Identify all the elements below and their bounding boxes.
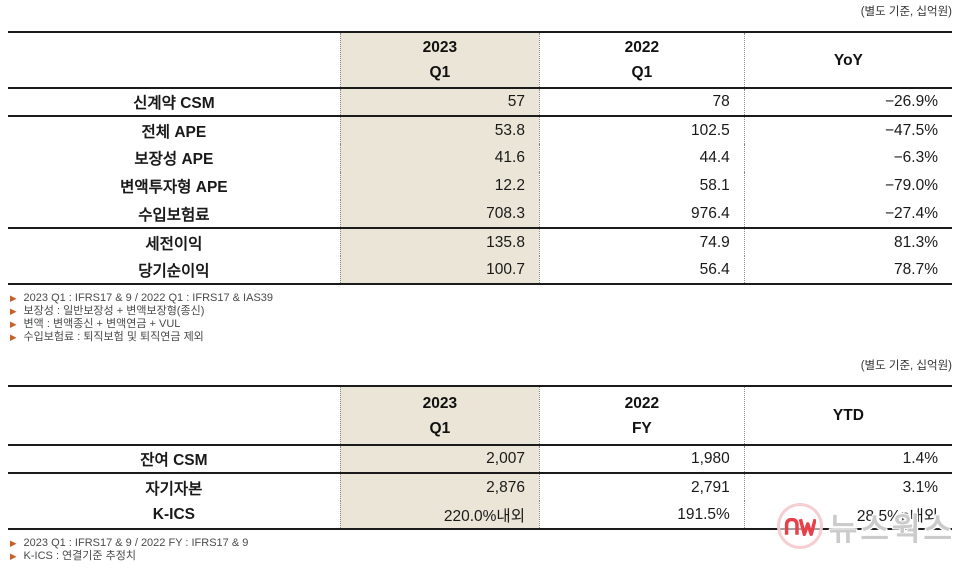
table1-footnotes: ▶ 2023 Q1 : IFRS17 & 9 / 2022 Q1 : IFRS1… [10, 292, 952, 344]
table1-header-blank [8, 32, 341, 89]
footnote-text: K-ICS : 연결기준 추정치 [23, 550, 136, 562]
footnote-bullet-icon: ▶ [10, 306, 17, 316]
footnote-text: 2023 Q1 : IFRS17 & 9 / 2022 Q1 : IFRS17 … [23, 292, 274, 304]
footnote-line: ▶ 2023 Q1 : IFRS17 & 9 / 2022 Q1 : IFRS1… [10, 292, 952, 305]
table-row: 보장성 APE 41.6 44.4 −6.3% [8, 144, 952, 172]
footnote-text: 보장성 : 일반보장성 + 변액보장형(종신) [23, 305, 205, 317]
footnote-bullet-icon: ▶ [10, 293, 17, 303]
footnote-text: 수입보험료 : 퇴직보험 및 퇴직연금 제외 [23, 331, 204, 343]
footnote-bullet-icon: ▶ [10, 538, 17, 548]
table1-unit-note: (별도 기준, 십억원) [860, 6, 952, 18]
table-row: 변액투자형 APE 12.2 58.1 −79.0% [8, 172, 952, 200]
table1-header-2022q1: 2022 Q1 [538, 32, 745, 89]
capital-table: 2023 Q1 2022 FY YTD 잔여 CSM 2,007 [8, 385, 952, 530]
table2-header-2023q1: 2023 Q1 [339, 386, 540, 446]
footnote-line: ▶ 2023 Q1 : IFRS17 & 9 / 2022 FY : IFRS1… [10, 537, 952, 550]
table2-header-2022fy: 2022 FY [538, 386, 745, 446]
table1-header-yoy: YoY [743, 32, 952, 89]
table-row: K-ICS 220.0%내외 191.5% 28.5%p내외 [8, 501, 952, 529]
table1-header-row: 2023 Q1 2022 Q1 YoY [8, 32, 952, 89]
table2-header-ytd: YTD [743, 386, 952, 446]
footnote-text: 변액 : 변액종신 + 변액연금 + VUL [23, 318, 181, 330]
footnote-bullet-icon: ▶ [10, 551, 17, 561]
table-row: 자기자본 2,876 2,791 3.1% [8, 473, 952, 501]
table-row: 잔여 CSM 2,007 1,980 1.4% [8, 445, 952, 474]
table2-footnotes: ▶ 2023 Q1 : IFRS17 & 9 / 2022 FY : IFRS1… [10, 537, 952, 563]
footnote-line: ▶ 변액 : 변액종신 + 변액연금 + VUL [10, 318, 952, 331]
footnote-text: 2023 Q1 : IFRS17 & 9 / 2022 FY : IFRS17 … [23, 537, 249, 549]
footnote-line: ▶ 보장성 : 일반보장성 + 변액보장형(종신) [10, 305, 952, 318]
capital-section: (별도 기준, 십억원) 2023 Q1 2022 FY [8, 358, 952, 563]
table2-header-row: 2023 Q1 2022 FY YTD [8, 386, 952, 446]
table-row: 신계약 CSM 57 78 −26.9% [8, 88, 952, 117]
footnote-line: ▶ 수입보험료 : 퇴직보험 및 퇴직연금 제외 [10, 331, 952, 344]
table1-header-2023q1: 2023 Q1 [339, 32, 540, 89]
footnote-bullet-icon: ▶ [10, 332, 17, 342]
table2-header-blank [8, 386, 341, 446]
quarterly-results-table: 2023 Q1 2022 Q1 YoY 신계약 CSM 57 78 −26.9% [8, 31, 952, 285]
table-row: 전체 APE 53.8 102.5 −47.5% [8, 116, 952, 144]
footnote-bullet-icon: ▶ [10, 319, 17, 329]
table-row: 수입보험료 708.3 976.4 −27.4% [8, 200, 952, 229]
footnote-line: ▶ K-ICS : 연결기준 추정치 [10, 550, 952, 563]
table-row: 당기순이익 100.7 56.4 78.7% [8, 256, 952, 284]
table2-unit-note: (별도 기준, 십억원) [860, 360, 952, 372]
table-row: 세전이익 135.8 74.9 81.3% [8, 228, 952, 256]
